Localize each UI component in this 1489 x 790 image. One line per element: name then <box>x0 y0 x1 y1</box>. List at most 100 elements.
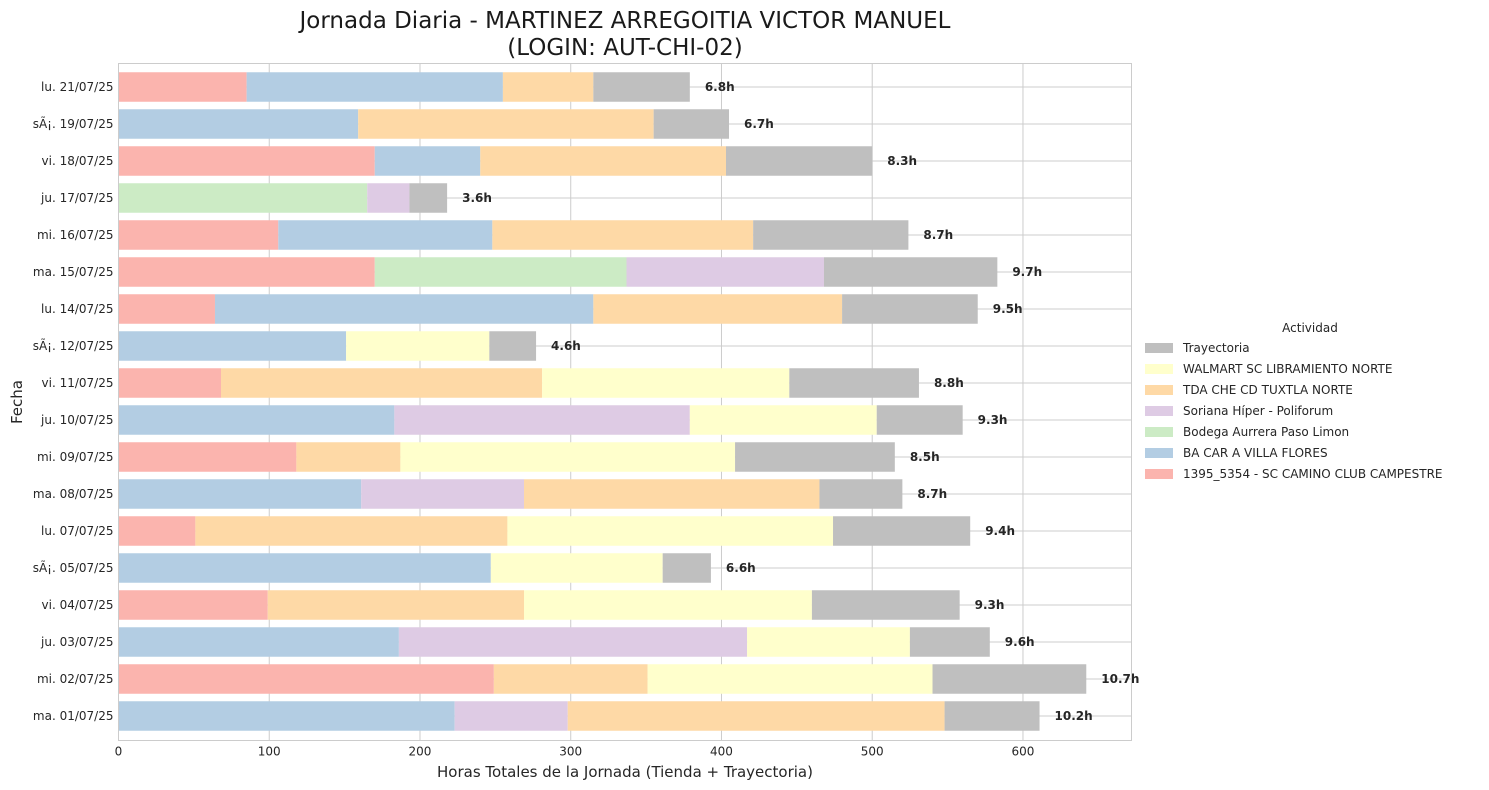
bar-segment-ba-car-a-villa-flores <box>246 72 503 102</box>
legend-swatch-walmart-sc-libramiento-norte <box>1145 364 1173 374</box>
bar-total-label: 9.4h <box>985 524 1015 538</box>
bar-total-label: 8.7h <box>923 228 953 242</box>
bar-segment-bodega-aurrera-paso-limon <box>118 183 368 213</box>
y-tick-label: lu. 21/07/25 <box>41 80 113 94</box>
x-tick-label: 400 <box>710 745 733 759</box>
bar-segment-trayectoria <box>909 627 990 657</box>
bar-segment-tda-che-cd-tuxtla-norte <box>221 368 543 398</box>
bar-total-label: 9.7h <box>1012 265 1042 279</box>
bar-segment-ba-car-a-villa-flores <box>278 220 493 250</box>
bar-segment-trayectoria <box>944 701 1040 731</box>
legend-swatch-trayectoria <box>1145 343 1173 353</box>
x-tick-label: 100 <box>258 745 281 759</box>
bar-total-label: 8.8h <box>934 376 964 390</box>
y-tick-label: ma. 15/07/25 <box>33 265 114 279</box>
x-tick-label: 500 <box>861 745 884 759</box>
legend-swatch-ba-car-a-villa-flores <box>1145 448 1173 458</box>
bar-segment-walmart-sc-libramiento-norte <box>400 442 736 472</box>
bar-total-label: 6.6h <box>726 561 756 575</box>
y-tick-label: ma. 08/07/25 <box>33 487 114 501</box>
legend-label-bodega-aurrera-paso-limon: Bodega Aurrera Paso Limon <box>1183 425 1349 439</box>
bar-segment-walmart-sc-libramiento-norte <box>524 590 812 620</box>
bar-segment-walmart-sc-libramiento-norte <box>346 331 490 361</box>
bar-segment-1395-5354-sc-camino-club-campestre <box>118 590 268 620</box>
bar-segment-soriana-h-per-poliforum <box>454 701 568 731</box>
bar-segment-walmart-sc-libramiento-norte <box>647 664 933 694</box>
y-axis-label: Fecha <box>8 380 26 424</box>
legend-swatch-soriana-h-per-poliforum <box>1145 406 1173 416</box>
bar-segment-1395-5354-sc-camino-club-campestre <box>118 516 196 546</box>
bar-segment-ba-car-a-villa-flores <box>374 146 481 176</box>
bar-segment-1395-5354-sc-camino-club-campestre <box>118 72 247 102</box>
legend-title: Actividad <box>1282 321 1338 335</box>
bar-segment-ba-car-a-villa-flores <box>214 294 594 324</box>
bar-segment-ba-car-a-villa-flores <box>118 627 399 657</box>
bar-total-label: 8.7h <box>917 487 947 501</box>
legend-label-trayectoria: Trayectoria <box>1182 341 1250 355</box>
bar-segment-1395-5354-sc-camino-club-campestre <box>118 146 375 176</box>
bar-total-label: 10.7h <box>1101 672 1139 686</box>
chart-subtitle: (LOGIN: AUT-CHI-02) <box>507 35 742 61</box>
bar-total-label: 9.5h <box>993 302 1023 316</box>
x-tick-label: 600 <box>1012 745 1035 759</box>
bar-segment-1395-5354-sc-camino-club-campestre <box>118 257 375 287</box>
x-tick-label: 300 <box>559 745 582 759</box>
bar-segment-walmart-sc-libramiento-norte <box>490 553 663 583</box>
bar-total-label: 8.5h <box>910 450 940 464</box>
legend-label-tda-che-cd-tuxtla-norte: TDA CHE CD TUXTLA NORTE <box>1182 383 1353 397</box>
legend-swatch-tda-che-cd-tuxtla-norte <box>1145 385 1173 395</box>
plot-frame <box>118 63 1132 741</box>
bar-total-label: 6.7h <box>744 117 774 131</box>
bar-total-label: 9.3h <box>978 413 1008 427</box>
bar-segment-trayectoria <box>489 331 537 361</box>
bar-segment-ba-car-a-villa-flores <box>118 331 347 361</box>
bar-total-label: 9.3h <box>975 598 1005 612</box>
bar-segment-walmart-sc-libramiento-norte <box>507 516 834 546</box>
y-tick-label: mi. 16/07/25 <box>37 228 114 242</box>
bar-segment-ba-car-a-villa-flores <box>118 553 491 583</box>
bar-segment-tda-che-cd-tuxtla-norte <box>593 294 843 324</box>
bar-segment-trayectoria <box>662 553 711 583</box>
bar-segment-trayectoria <box>811 590 960 620</box>
legend: Actividad Trayectoria WALMART SC LIBRAMIE… <box>1145 321 1443 481</box>
bar-segment-trayectoria <box>876 405 963 435</box>
bar-segment-soriana-h-per-poliforum <box>394 405 690 435</box>
legend-label-soriana-h-per-poliforum: Soriana Híper - Poliforum <box>1183 404 1333 418</box>
bar-segment-tda-che-cd-tuxtla-norte <box>492 220 754 250</box>
y-tick-label: ju. 03/07/25 <box>40 635 113 649</box>
bar-total-label: 6.8h <box>705 80 735 94</box>
bar-total-label: 8.3h <box>887 154 917 168</box>
bar-segment-tda-che-cd-tuxtla-norte <box>524 479 820 509</box>
bar-segment-trayectoria <box>593 72 690 102</box>
y-tick-label: ju. 17/07/25 <box>40 191 113 205</box>
bar-total-labels: 6.8h 6.7h 8.3h 3.6h 8.7h 9.7h 9.5h 4.6h 8.8h 9.3h… <box>462 80 1139 723</box>
legend-label-walmart-sc-libramiento-norte: WALMART SC LIBRAMIENTO NORTE <box>1183 362 1392 376</box>
bar-segment-tda-che-cd-tuxtla-norte <box>480 146 726 176</box>
bar-segment-trayectoria <box>735 442 895 472</box>
x-tick-label: 0 <box>115 745 123 759</box>
y-tick-label: vi. 18/07/25 <box>42 154 114 168</box>
bar-segment-ba-car-a-villa-flores <box>118 405 395 435</box>
bar-segment-tda-che-cd-tuxtla-norte <box>358 109 654 139</box>
bar-segment-walmart-sc-libramiento-norte <box>542 368 790 398</box>
legend-items: Trayectoria WALMART SC LIBRAMIENTO NORTE T… <box>1145 341 1443 481</box>
bar-segment-1395-5354-sc-camino-club-campestre <box>118 294 215 324</box>
bar-segment-ba-car-a-villa-flores <box>118 479 362 509</box>
bar-segment-tda-che-cd-tuxtla-norte <box>267 590 525 620</box>
bar-segment-trayectoria <box>823 257 998 287</box>
bar-segment-trayectoria <box>409 183 448 213</box>
legend-label-ba-car-a-villa-flores: BA CAR A VILLA FLORES <box>1183 446 1328 460</box>
bar-segment-tda-che-cd-tuxtla-norte <box>493 664 648 694</box>
bar-segment-bodega-aurrera-paso-limon <box>374 257 627 287</box>
bar-segment-trayectoria <box>725 146 873 176</box>
y-tick-label: lu. 14/07/25 <box>41 302 113 316</box>
chart-title: Jornada Diaria - MARTINEZ ARREGOITIA VIC… <box>298 8 951 34</box>
x-tick-label: 200 <box>409 745 432 759</box>
bar-segment-1395-5354-sc-camino-club-campestre <box>118 664 494 694</box>
bar-segment-ba-car-a-villa-flores <box>118 109 359 139</box>
legend-label-1395-5354-sc-camino-club-campestre: 1395_5354 - SC CAMINO CLUB CAMPESTRE <box>1183 467 1443 481</box>
bar-segment-trayectoria <box>932 664 1087 694</box>
bar-segment-soriana-h-per-poliforum <box>626 257 824 287</box>
